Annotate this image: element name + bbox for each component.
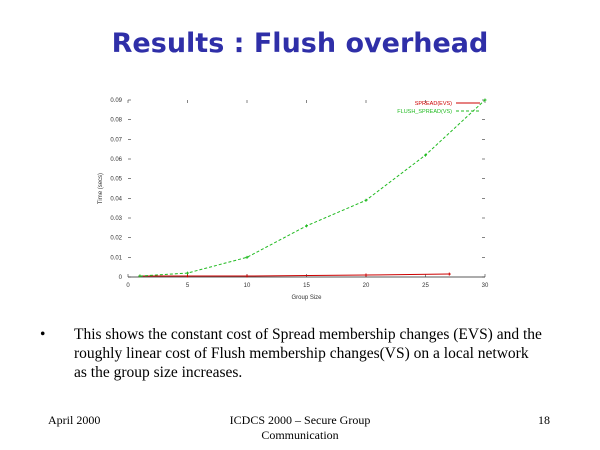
y-tick-label: 0.02	[110, 236, 122, 242]
y-tick-label: 0.01	[110, 255, 122, 261]
y-tick-label: 0.08	[110, 118, 122, 124]
footer-date: April 2000	[48, 413, 101, 427]
x-tick-label: 0	[126, 283, 130, 289]
bullet-marker: •	[40, 326, 46, 343]
footer-conference: ICDCS 2000 – Secure Group Communication	[229, 413, 371, 442]
line-chart: 0 5 10 15 20 25 30 0 0.01 0.02 0.03 0.04 0.05 0.06 0.0…	[98, 98, 489, 301]
x-tick-label: 25	[422, 283, 429, 289]
y-tick-label: 0.09	[110, 98, 122, 104]
slide-title: Results : Flush overhead	[111, 28, 489, 59]
x-tick-label: 30	[482, 283, 489, 289]
y-tick-label: 0.05	[110, 177, 122, 183]
legend-label: SPREAD(EVS)	[415, 101, 452, 107]
y-axis-label: Time (secs)	[98, 173, 104, 204]
y-tick-label: 0.06	[110, 157, 122, 163]
y-tick-label: 0	[119, 275, 123, 281]
legend-label: FLUSH_SPREAD(VS)	[397, 109, 452, 115]
footer-page-number: 18	[538, 413, 550, 427]
x-tick-label: 15	[303, 283, 310, 289]
series-line	[139, 99, 486, 277]
y-tick-label: 0.04	[110, 196, 122, 202]
x-axis-label: Group Size	[291, 295, 322, 301]
chart-labels: Group Size Time (secs)	[98, 173, 322, 301]
x-tick-label: 10	[244, 283, 251, 289]
bullet-text: This shows the constant cost of Spread m…	[74, 326, 542, 381]
chart-series	[138, 98, 487, 278]
y-tick-label: 0.07	[110, 137, 122, 143]
x-tick-label: 5	[186, 283, 190, 289]
chart-ticks: 0 5 10 15 20 25 30 0 0.01 0.02 0.03 0.04 0.05 0.06 0.0…	[110, 98, 489, 289]
x-tick-label: 20	[363, 283, 370, 289]
chart-legend: SPREAD(EVS) FLUSH_SPREAD(VS)	[397, 101, 480, 115]
y-tick-label: 0.03	[110, 216, 122, 222]
